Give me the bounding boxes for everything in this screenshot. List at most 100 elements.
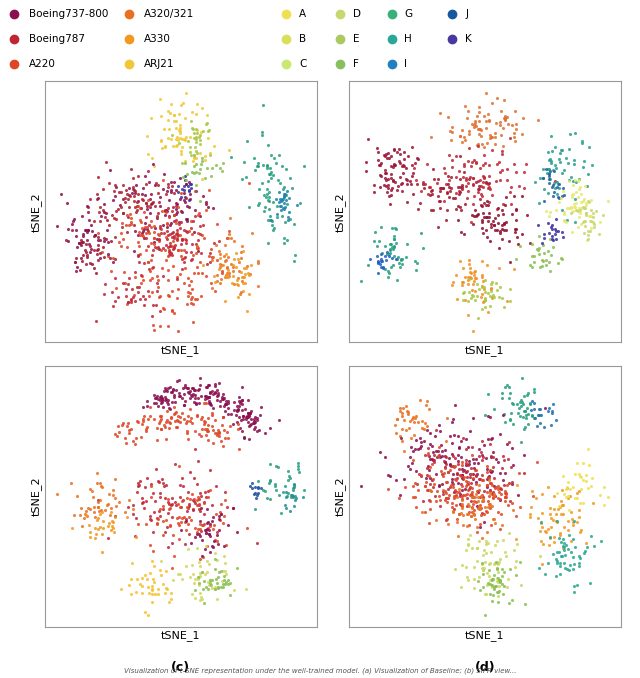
Point	[445, 185, 456, 196]
Point	[595, 228, 605, 239]
Point	[164, 245, 174, 256]
Point	[168, 210, 179, 221]
Point	[436, 468, 447, 479]
Point	[478, 170, 488, 181]
Point	[499, 94, 509, 105]
Point	[519, 167, 529, 178]
Point	[466, 496, 476, 506]
Point	[460, 460, 470, 471]
Point	[143, 257, 153, 268]
Point	[137, 222, 147, 233]
Point	[394, 258, 404, 268]
Point	[237, 399, 247, 410]
Point	[483, 159, 493, 170]
Point	[390, 419, 400, 430]
Point	[482, 467, 492, 478]
Point	[554, 546, 564, 557]
Point	[583, 169, 593, 180]
Point	[395, 430, 405, 441]
Point	[468, 474, 478, 485]
Point	[504, 414, 515, 425]
Point	[415, 442, 425, 453]
Point	[447, 460, 458, 471]
Point	[157, 395, 167, 405]
Point	[218, 565, 228, 576]
Point	[566, 536, 577, 546]
Point	[447, 155, 457, 166]
Point	[550, 224, 560, 235]
Point	[488, 219, 499, 230]
Point	[212, 270, 223, 281]
Point	[146, 481, 156, 492]
Point	[179, 181, 189, 192]
Point	[425, 461, 435, 472]
Point	[482, 480, 492, 491]
Point	[132, 574, 142, 584]
Point	[534, 563, 544, 574]
Point	[132, 200, 143, 211]
Point	[450, 460, 460, 471]
Point	[544, 256, 554, 267]
Point	[497, 589, 508, 599]
Point	[493, 218, 503, 228]
Point	[402, 175, 412, 186]
Point	[552, 516, 562, 527]
Point	[157, 504, 168, 515]
Point	[538, 173, 548, 184]
Point	[574, 485, 584, 496]
Point	[548, 164, 558, 175]
Point	[424, 495, 435, 506]
Point	[604, 492, 614, 502]
Point	[192, 529, 202, 540]
Point	[152, 271, 162, 281]
Point	[120, 193, 131, 203]
Point	[184, 195, 195, 205]
Point	[197, 567, 207, 578]
Point	[532, 244, 542, 255]
Point	[76, 503, 86, 514]
Point	[529, 256, 540, 267]
Point	[191, 128, 202, 139]
Point	[500, 382, 511, 393]
Point	[433, 481, 444, 492]
Point	[476, 522, 486, 533]
Point	[507, 595, 517, 605]
Point	[514, 181, 524, 192]
Text: J: J	[465, 9, 468, 19]
Point	[269, 478, 280, 489]
Point	[473, 183, 483, 194]
Point	[372, 250, 382, 261]
Point	[234, 396, 244, 407]
Point	[455, 186, 465, 197]
Point	[85, 258, 95, 268]
Point	[604, 196, 614, 207]
Point	[196, 502, 206, 513]
Text: Boeing787: Boeing787	[29, 34, 85, 44]
Point	[109, 493, 120, 504]
Point	[500, 492, 510, 503]
Point	[201, 429, 211, 440]
Point	[397, 254, 407, 264]
Point	[483, 433, 493, 444]
Point	[93, 523, 104, 534]
Point	[238, 285, 248, 296]
Point	[192, 479, 202, 490]
Point	[413, 203, 423, 214]
Point	[461, 175, 471, 186]
Point	[504, 186, 515, 197]
Point	[472, 291, 483, 302]
Point	[204, 529, 214, 540]
Point	[277, 210, 287, 221]
Point	[457, 136, 467, 147]
Point	[385, 471, 395, 481]
Point	[207, 410, 217, 421]
Point	[131, 513, 141, 523]
Point	[186, 178, 196, 189]
Point	[469, 191, 479, 201]
Point	[481, 548, 491, 559]
Point	[153, 188, 163, 199]
Point	[472, 526, 483, 537]
Point	[370, 226, 380, 237]
Point	[472, 468, 482, 479]
Point	[557, 205, 567, 216]
